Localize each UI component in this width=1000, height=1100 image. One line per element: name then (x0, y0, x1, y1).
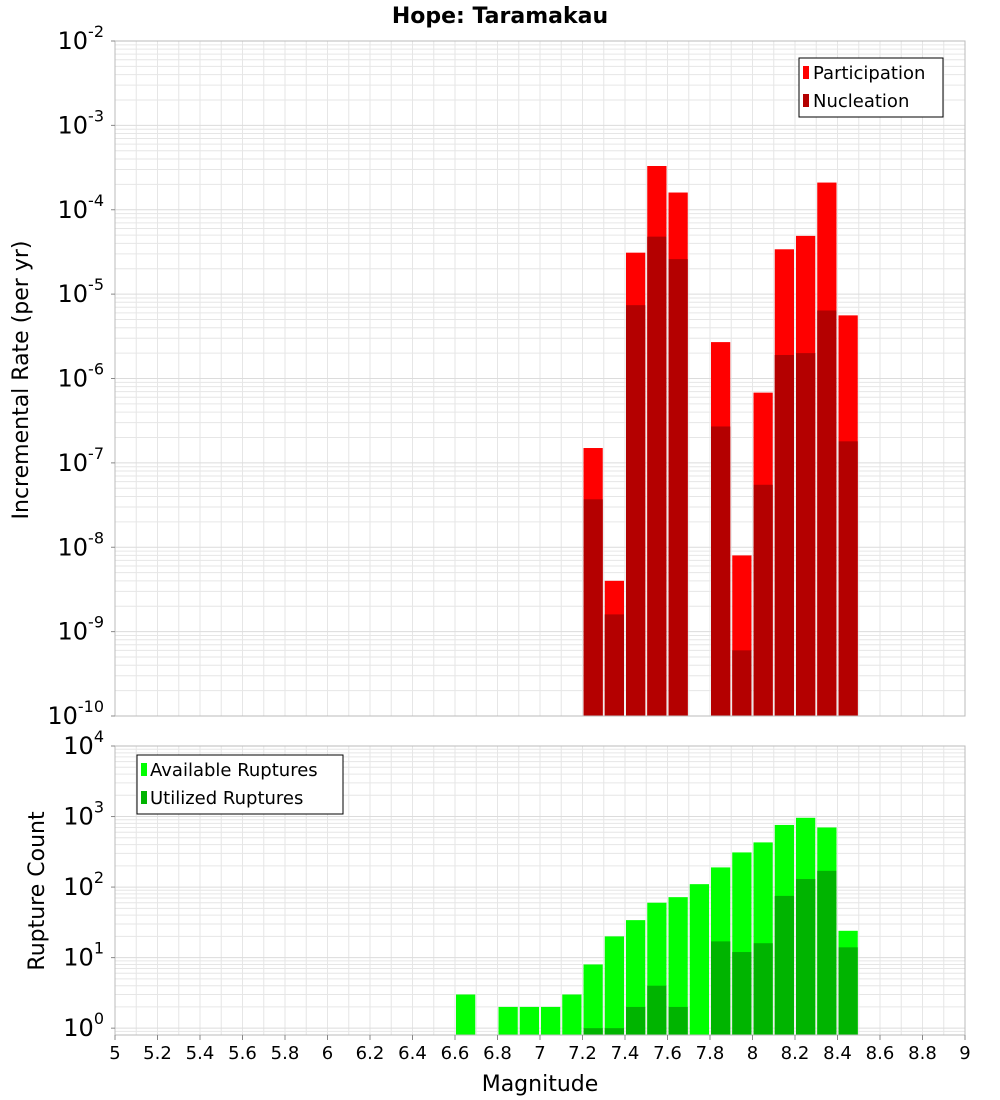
x-tick-label: 8 (747, 1043, 758, 1064)
available-ruptures-legend-label: Available Ruptures (150, 760, 318, 781)
nucleation-bar (838, 441, 858, 716)
available-ruptures-bar (604, 936, 624, 1035)
top-y-tick-label: 10-7 (58, 444, 105, 477)
x-tick-label: 6 (322, 1043, 333, 1064)
x-tick-label: 8.2 (781, 1043, 810, 1064)
x-tick-label: 6.6 (441, 1043, 470, 1064)
nucleation-bar (583, 499, 603, 716)
x-tick-label: 5 (109, 1043, 120, 1064)
x-tick-label: 5.6 (228, 1043, 257, 1064)
bottom-legend: Available Ruptures Utilized Ruptures (136, 754, 344, 815)
x-tick-label: 8.8 (908, 1043, 937, 1064)
utilized-ruptures-bar (626, 1006, 646, 1035)
bottom-y-tick-label: 101 (63, 939, 104, 972)
top-y-tick-label: 10-9 (58, 613, 105, 646)
utilized-ruptures-bar (838, 947, 858, 1035)
utilized-ruptures-bar (668, 1006, 688, 1035)
utilized-ruptures-bar (583, 1028, 603, 1035)
nucleation-bar (668, 259, 688, 716)
x-tick-label: 7.2 (568, 1043, 597, 1064)
x-tick-label: 5.4 (186, 1043, 215, 1064)
bottom-y-axis-label: Rupture Count (25, 811, 50, 971)
top-plot-bars (583, 166, 858, 717)
bottom-y-tick-label: 103 (63, 798, 104, 831)
x-tick-label: 8.4 (823, 1043, 852, 1064)
top-y-axis-label: Incremental Rate (per yr) (9, 241, 34, 520)
top-y-tick-labels: 10-10 10-9 10-8 10-7 10-6 10-5 10-4 10-3 10-2 (47, 22, 115, 730)
x-axis-label: Magnitude (482, 1072, 599, 1097)
nucleation-bar (711, 426, 731, 716)
nucleation-bar (647, 236, 667, 716)
nucleation-bar (604, 614, 624, 716)
participation-legend-label: Participation (813, 63, 925, 84)
top-legend-box (798, 57, 944, 118)
top-y-tick-label: 10-2 (58, 22, 105, 55)
bottom-plot-bars (456, 817, 858, 1035)
x-tick-label: 6.8 (483, 1043, 512, 1064)
available-ruptures-bar (626, 920, 646, 1035)
bottom-y-tick-label: 102 (63, 868, 104, 901)
available-ruptures-bar (456, 994, 476, 1035)
nucleation-bar (732, 650, 752, 716)
x-tick-label: 7.4 (611, 1043, 640, 1064)
utilized-ruptures-bar (796, 879, 816, 1035)
bottom-y-tick-label: 100 (63, 1009, 104, 1042)
nucleation-bar (774, 354, 794, 716)
x-tick-label: 8.6 (866, 1043, 895, 1064)
top-legend: Participation Nucleation (798, 57, 944, 118)
utilized-ruptures-bar (647, 985, 667, 1035)
available-ruptures-bar (562, 994, 582, 1035)
top-plot-grid (114, 40, 966, 717)
x-tick-label: 7.6 (653, 1043, 682, 1064)
top-y-tick-label: 10-3 (58, 106, 105, 139)
utilized-ruptures-bar (604, 1028, 624, 1035)
top-y-tick-label: 10-10 (47, 697, 104, 730)
nucleation-bar (817, 310, 837, 716)
x-tick-label: 7.8 (696, 1043, 725, 1064)
nucleation-bar (753, 484, 773, 716)
utilized-ruptures-bar (753, 943, 773, 1035)
x-tick-label: 7 (534, 1043, 545, 1064)
x-tick-label: 6.4 (398, 1043, 427, 1064)
x-tick-label: 6.2 (356, 1043, 385, 1064)
utilized-ruptures-bar (817, 870, 837, 1035)
participation-legend-swatch (803, 66, 809, 79)
top-y-tick-label: 10-4 (58, 191, 105, 224)
utilized-ruptures-legend-swatch (141, 791, 147, 804)
available-ruptures-bar (519, 1006, 539, 1035)
bottom-y-tick-labels: 100 101 102 103 104 (63, 727, 115, 1042)
available-ruptures-legend-swatch (141, 763, 147, 776)
chart-title: Hope: Taramakau (392, 4, 608, 29)
x-tick-labels: 5 5.2 5.4 5.6 5.8 6 6.2 6.4 6.6 6.8 7 7.2 7.4 7.6 7.8 8… (109, 1035, 971, 1064)
nucleation-legend-label: Nucleation (813, 91, 909, 112)
utilized-ruptures-bar (711, 941, 731, 1035)
x-tick-label: 9 (959, 1043, 970, 1064)
available-ruptures-bar (689, 884, 709, 1035)
nucleation-bar (796, 353, 816, 716)
bottom-legend-box (136, 754, 344, 815)
available-ruptures-bar (668, 897, 688, 1035)
bottom-y-tick-label: 104 (63, 727, 104, 760)
available-ruptures-bar (583, 964, 603, 1035)
top-y-tick-label: 10-6 (58, 360, 105, 393)
available-ruptures-bar (541, 1006, 561, 1035)
utilized-ruptures-legend-label: Utilized Ruptures (150, 788, 303, 809)
nucleation-legend-swatch (803, 94, 809, 107)
top-y-tick-label: 10-5 (58, 275, 105, 308)
nucleation-bar (626, 305, 646, 716)
utilized-ruptures-bar (774, 895, 794, 1035)
available-ruptures-bar (498, 1006, 518, 1035)
x-tick-label: 5.8 (271, 1043, 300, 1064)
x-tick-label: 5.2 (143, 1043, 172, 1064)
top-y-tick-label: 10-8 (58, 528, 105, 561)
utilized-ruptures-bar (732, 952, 752, 1035)
